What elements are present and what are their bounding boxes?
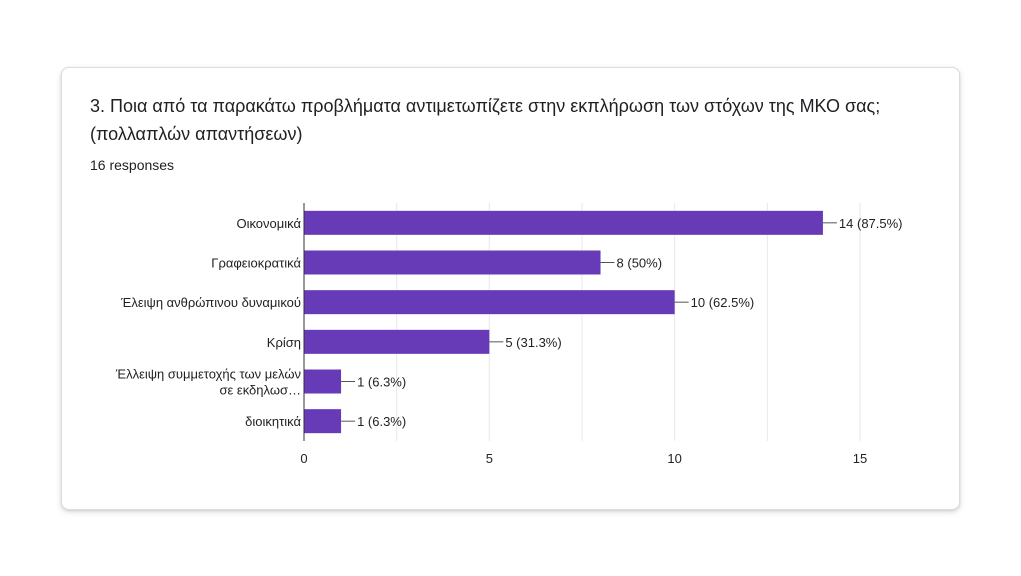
category-label-line: σε εκδηλωσ… [219, 383, 301, 398]
category-label: Έλειψη ανθρώπινου δυναμικού [120, 295, 301, 310]
bar [304, 409, 342, 434]
category-label-line: Γραφειοκρατικά [211, 256, 301, 271]
question-card: 3. Ποια από τα παρακάτω προβλήματα αντιμ… [61, 67, 960, 510]
response-count: 16 responses [90, 157, 175, 173]
x-tick-label: 10 [667, 451, 681, 466]
category-label: Κρίση [267, 335, 301, 350]
category-label: διοικητικά [245, 414, 301, 429]
category-label-line: Οικονομικά [236, 216, 301, 231]
category-label-line: διοικητικά [245, 414, 301, 429]
category-label-line: Έλλειψη συμμετοχής των μελών [115, 367, 301, 382]
bar [304, 329, 490, 354]
data-label: 1 (6.3%) [357, 375, 406, 390]
bar [304, 210, 823, 235]
x-tick-label: 15 [853, 451, 867, 466]
x-tick-label: 5 [486, 451, 493, 466]
data-label: 1 (6.3%) [357, 414, 406, 429]
category-label-line: Κρίση [267, 335, 301, 350]
x-tick-label: 0 [300, 451, 307, 466]
question-title: 3. Ποια από τα παρακάτω προβλήματα αντιμ… [90, 96, 881, 144]
data-label: 8 (50%) [617, 256, 663, 271]
data-label: 14 (87.5%) [839, 216, 903, 231]
category-label: Γραφειοκρατικά [211, 256, 301, 271]
category-label-line: Έλειψη ανθρώπινου δυναμικού [120, 295, 301, 310]
data-label: 5 (31.3%) [505, 335, 561, 350]
data-label: 10 (62.5%) [691, 295, 755, 310]
bar [304, 290, 675, 315]
bar-chart: 14 (87.5%) Οικονομικά 8 (50%) Γραφειοκρατικ… [115, 203, 903, 466]
bar [304, 369, 342, 394]
bar [304, 250, 601, 275]
category-label: Έλλειψη συμμετοχής των μελών σε εκδηλωσ… [115, 367, 301, 398]
category-label: Οικονομικά [236, 216, 301, 231]
